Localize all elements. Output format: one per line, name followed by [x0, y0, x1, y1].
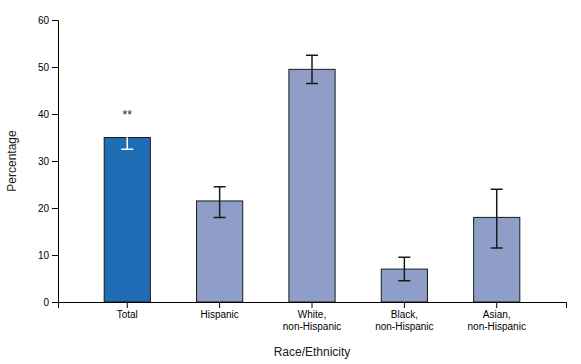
x-tick-label-line: Hispanic	[200, 309, 238, 320]
marks	[104, 55, 520, 302]
x-tick-mark	[127, 302, 128, 308]
error-bar-upper	[121, 123, 133, 137]
y-tick: 50	[38, 62, 58, 73]
y-axis-title: Percentage	[5, 130, 19, 192]
bar	[474, 217, 520, 302]
x-axis-line	[59, 303, 567, 309]
y-tick-mark	[52, 161, 58, 162]
y-tick-mark	[52, 67, 58, 68]
x-tick-label-line: non-Hispanic	[468, 321, 526, 332]
y-axis-line	[52, 21, 59, 303]
x-tick-label-line: Black,	[391, 309, 418, 320]
x-tick-label-line: non-Hispanic	[375, 321, 433, 332]
x-tick-mark	[404, 302, 405, 308]
error-bar-upper	[214, 187, 226, 201]
y-tick: 0	[43, 297, 58, 308]
x-tick-label: Total	[117, 309, 138, 320]
y-tick-label: 10	[38, 250, 50, 261]
bar	[381, 269, 427, 302]
x-tick-label-line: Total	[117, 309, 138, 320]
x-tick: Total	[117, 302, 138, 320]
y-tick: 20	[38, 203, 58, 214]
error-bar-upper	[491, 189, 503, 217]
y-tick-mark	[52, 114, 58, 115]
x-tick-label: Asian,non-Hispanic	[468, 309, 526, 332]
y-tick-label: 30	[38, 156, 50, 167]
y-tick-label: 20	[38, 203, 50, 214]
x-tick-mark	[219, 302, 220, 308]
y-tick-mark	[52, 302, 58, 303]
x-tick: Hispanic	[200, 302, 238, 320]
x-tick: White,non-Hispanic	[283, 302, 341, 332]
x-tick-label: Black,non-Hispanic	[375, 309, 433, 332]
error-bar-upper	[398, 257, 410, 269]
plot: 0102030405060TotalHispanicWhite,non-Hisp…	[5, 15, 567, 359]
x-tick: Asian,non-Hispanic	[468, 302, 526, 332]
x-tick-label: Hispanic	[200, 309, 238, 320]
x-tick-label-line: White,	[298, 309, 326, 320]
x-axis-title: Race/Ethnicity	[274, 345, 351, 359]
error-bar-lower	[214, 201, 226, 217]
y-tick: 30	[38, 156, 58, 167]
bar	[289, 69, 335, 302]
y-tick-label: 60	[38, 15, 50, 26]
x-tick-mark	[312, 302, 313, 308]
x-tick-mark	[496, 302, 497, 308]
error-bar-lower	[121, 138, 133, 150]
x-tick: Black,non-Hispanic	[375, 302, 433, 332]
x-tick-label-line: non-Hispanic	[283, 321, 341, 332]
x-tick-label-line: Asian,	[483, 309, 511, 320]
chart: 0102030405060TotalHispanicWhite,non-Hisp…	[0, 0, 581, 364]
bar	[197, 201, 243, 302]
error-bar-lower	[306, 69, 318, 83]
y-tick: 10	[38, 250, 58, 261]
y-tick: 40	[38, 109, 58, 120]
x-axis: TotalHispanicWhite,non-HispanicBlack,non…	[59, 302, 567, 332]
x-tick-label: White,non-Hispanic	[283, 309, 341, 332]
y-tick-mark	[52, 208, 58, 209]
y-tick-label: 50	[38, 62, 50, 73]
y-tick-mark	[52, 20, 58, 21]
y-tick-label: 0	[43, 297, 49, 308]
y-tick-label: 40	[38, 109, 50, 120]
error-bar-upper	[306, 55, 318, 69]
y-tick: 60	[38, 15, 58, 26]
annotation: **	[123, 108, 133, 122]
y-tick-mark	[52, 255, 58, 256]
bar	[104, 138, 150, 303]
error-bar-lower	[398, 269, 410, 281]
error-bar-lower	[491, 217, 503, 248]
y-axis: 0 10 20 30 40 50 60	[38, 15, 59, 308]
